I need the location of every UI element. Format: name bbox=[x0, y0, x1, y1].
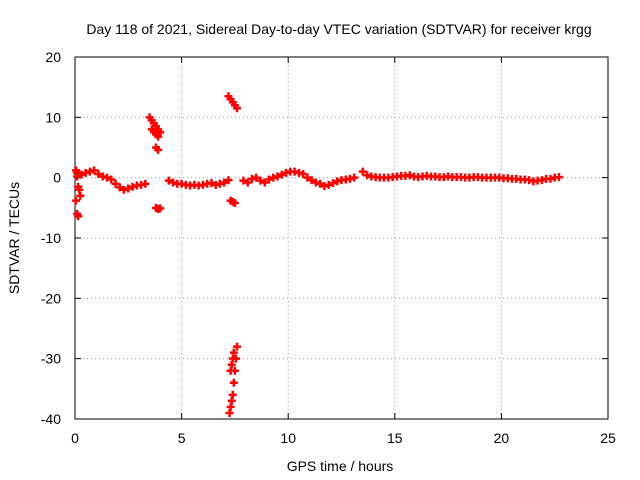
data-point bbox=[252, 173, 261, 182]
data-point bbox=[124, 184, 133, 193]
x-tick-label: 25 bbox=[600, 430, 616, 446]
data-point bbox=[94, 170, 103, 179]
data-point bbox=[224, 176, 233, 185]
x-tick-label: 5 bbox=[178, 430, 186, 446]
data-point bbox=[115, 183, 124, 192]
data-point bbox=[73, 168, 82, 177]
data-point bbox=[229, 348, 238, 357]
x-tick-label: 15 bbox=[387, 430, 403, 446]
x-tick-label: 0 bbox=[71, 430, 79, 446]
data-points bbox=[72, 92, 563, 417]
data-point bbox=[72, 196, 81, 205]
series-main bbox=[73, 166, 563, 194]
data-point bbox=[229, 378, 238, 387]
x-tick-label: 20 bbox=[494, 430, 510, 446]
data-point bbox=[324, 180, 333, 189]
data-point bbox=[90, 166, 99, 175]
plot-frame bbox=[74, 56, 609, 420]
data-point bbox=[154, 145, 163, 154]
data-point bbox=[239, 176, 248, 185]
data-point bbox=[107, 175, 116, 184]
data-point bbox=[233, 104, 242, 113]
data-point bbox=[230, 199, 239, 208]
data-point bbox=[233, 342, 242, 351]
y-tick-label: -20 bbox=[41, 290, 61, 306]
data-point bbox=[303, 173, 312, 182]
series-segment-7.3h-mid bbox=[226, 196, 239, 208]
data-point bbox=[260, 178, 269, 187]
data-point bbox=[102, 173, 111, 182]
data-point bbox=[273, 172, 282, 181]
y-tick-label: -40 bbox=[41, 411, 61, 427]
data-point bbox=[299, 170, 308, 179]
series-segment-start bbox=[72, 166, 85, 221]
y-tick-label: 10 bbox=[45, 109, 61, 125]
data-point bbox=[307, 176, 316, 185]
data-point bbox=[207, 179, 216, 188]
data-point bbox=[358, 167, 367, 176]
data-point bbox=[228, 390, 237, 399]
data-point bbox=[156, 204, 165, 213]
x-tick-label: 10 bbox=[280, 430, 296, 446]
data-point bbox=[164, 176, 173, 185]
series-segment-3.5h bbox=[145, 113, 165, 154]
data-point bbox=[154, 132, 163, 141]
data-point bbox=[76, 191, 85, 200]
grid bbox=[75, 57, 608, 419]
data-point bbox=[111, 179, 120, 188]
data-point bbox=[77, 170, 86, 179]
data-point bbox=[350, 173, 359, 182]
series-segment-4h bbox=[152, 203, 165, 214]
y-tick-label: 20 bbox=[45, 49, 61, 65]
y-tick-label: 0 bbox=[53, 170, 61, 186]
data-point bbox=[328, 179, 337, 188]
axis-ticks: 0 5 10 15 20 25 20 10 0 -10 -20 -30 -40 bbox=[41, 49, 616, 446]
data-point bbox=[277, 170, 286, 179]
data-point bbox=[220, 178, 229, 187]
y-tick-label: -30 bbox=[41, 351, 61, 367]
data-point bbox=[554, 173, 563, 182]
series-segment-7.3h-up bbox=[224, 92, 242, 113]
data-point bbox=[74, 212, 83, 221]
data-point bbox=[316, 179, 325, 188]
data-point bbox=[141, 179, 150, 188]
data-point bbox=[265, 175, 274, 184]
data-point bbox=[243, 178, 252, 187]
y-axis-label: SDTVAR / TECUs bbox=[6, 182, 22, 294]
x-axis-label: GPS time / hours bbox=[287, 458, 394, 474]
series-segment-7.3h-down bbox=[225, 342, 242, 417]
data-point bbox=[256, 176, 265, 185]
chart-title: Day 118 of 2021, Sidereal Day-to-day VTE… bbox=[86, 21, 591, 37]
y-tick-label: -10 bbox=[41, 230, 61, 246]
